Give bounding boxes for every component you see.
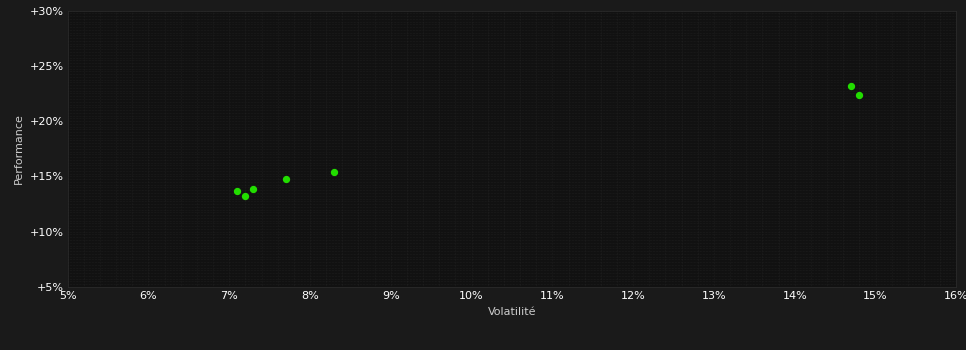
Point bbox=[238, 194, 253, 199]
Point bbox=[230, 188, 245, 194]
Point bbox=[852, 92, 867, 97]
Point bbox=[245, 186, 261, 191]
Point bbox=[327, 169, 342, 175]
Point bbox=[843, 83, 859, 89]
Y-axis label: Performance: Performance bbox=[14, 113, 24, 184]
X-axis label: Volatilité: Volatilité bbox=[488, 307, 536, 317]
Point bbox=[278, 176, 294, 181]
